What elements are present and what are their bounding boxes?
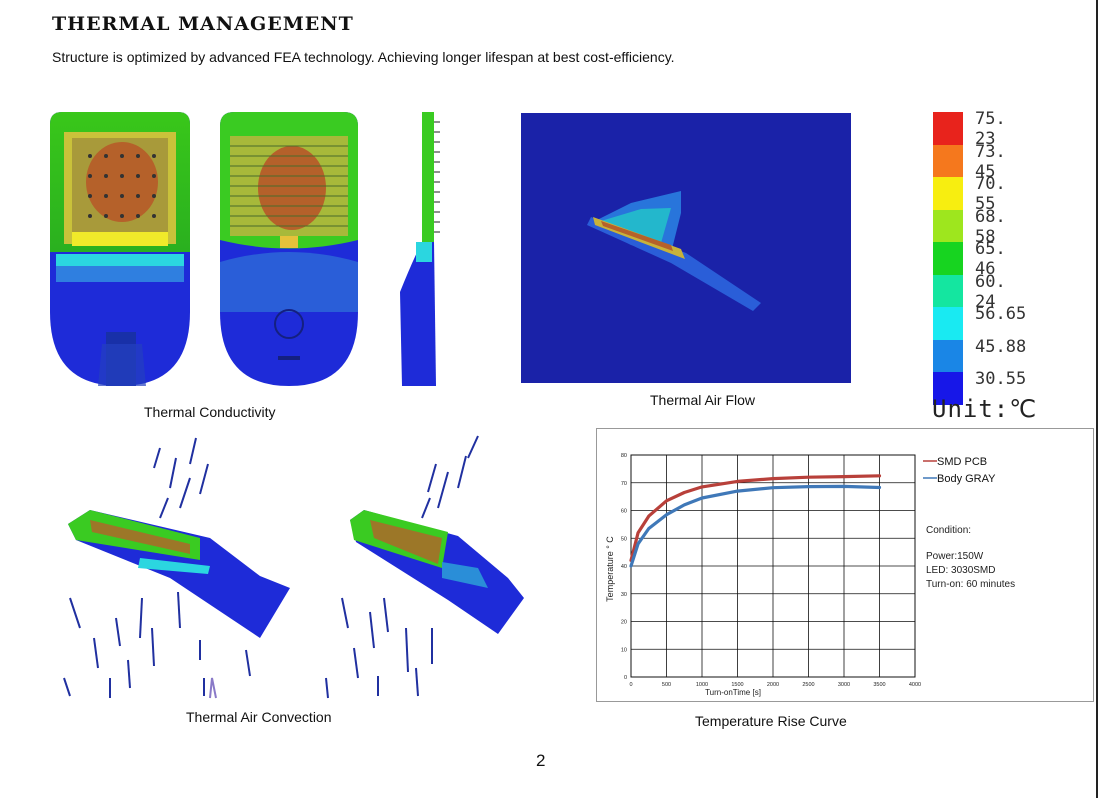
y-tick-label: 80 bbox=[621, 453, 627, 459]
x-tick-label: 3000 bbox=[838, 682, 850, 688]
condition-power: Power:150W bbox=[926, 551, 984, 562]
thermal-back-view-image bbox=[220, 112, 358, 386]
series-line-smd-pcb bbox=[629, 474, 882, 562]
caption-thermal-air-convection: Thermal Air Convection bbox=[186, 709, 332, 725]
x-tick-label: 1000 bbox=[696, 682, 708, 688]
legend-swatch bbox=[933, 274, 963, 307]
x-tick-label: 0 bbox=[629, 682, 632, 688]
temperature-rise-chart-frame: 0 500 1000 1500 2000 2500 3000 3500 4000 0 10 20 30 4… bbox=[596, 428, 1094, 702]
y-tick-label: 30 bbox=[621, 592, 627, 598]
y-tick-label: 60 bbox=[621, 509, 627, 515]
legend-swatch bbox=[933, 209, 963, 242]
x-tick-label: 500 bbox=[662, 682, 671, 688]
y-axis-label: Temperature ° C bbox=[605, 536, 615, 602]
legend-value: 45.88 bbox=[975, 336, 1027, 357]
legend-label-body: Body GRAY bbox=[937, 473, 996, 485]
caption-thermal-conductivity: Thermal Conductivity bbox=[144, 404, 276, 420]
x-tick-label: 1500 bbox=[731, 682, 743, 688]
caption-thermal-air-flow: Thermal Air Flow bbox=[650, 392, 756, 408]
legend-swatch bbox=[933, 242, 963, 275]
legend-value: 60. 24 bbox=[975, 271, 1006, 312]
x-axis-label: Turn-onTime [s] bbox=[705, 688, 761, 697]
y-tick-label: 0 bbox=[624, 675, 627, 681]
page-number: 2 bbox=[536, 751, 546, 770]
page-title: THERMAL MANAGEMENT bbox=[52, 13, 354, 35]
thermal-side-view-image bbox=[400, 112, 440, 386]
legend-swatch bbox=[933, 372, 963, 405]
y-tick-label: 50 bbox=[621, 536, 627, 542]
legend-swatch bbox=[933, 112, 963, 145]
thermal-convection-left-image bbox=[63, 437, 290, 699]
x-tick-label: 2000 bbox=[767, 682, 779, 688]
chart-series-layer bbox=[629, 474, 882, 568]
legend-value: 65. 46 bbox=[975, 239, 1006, 279]
thermal-convection-right-image bbox=[325, 435, 524, 699]
x-tick-label: 4000 bbox=[909, 682, 921, 688]
series-legend: SMD PCB Body GRAY bbox=[923, 456, 996, 485]
chart-ticks-layer: 0 500 1000 1500 2000 2500 3000 3500 4000 0 10 20 30 4… bbox=[621, 453, 921, 688]
page-subtitle: Structure is optimized by advanced FEA t… bbox=[52, 49, 675, 65]
y-tick-label: 10 bbox=[621, 647, 627, 653]
condition-turn-on: Turn-on: 60 minutes bbox=[926, 579, 1016, 590]
legend-swatch bbox=[933, 177, 963, 210]
y-tick-label: 70 bbox=[621, 481, 627, 487]
legend-value: 70. 55 bbox=[975, 174, 1006, 214]
temperature-rise-chart: 0 500 1000 1500 2000 2500 3000 3500 4000 0 10 20 30 4… bbox=[605, 453, 996, 697]
legend-swatch bbox=[933, 339, 963, 372]
legend-unit: Unit:℃ bbox=[932, 395, 1038, 423]
condition-led: LED: 3030SMD bbox=[926, 565, 996, 576]
legend-label-smd: SMD PCB bbox=[937, 456, 987, 468]
y-tick-label: 40 bbox=[621, 564, 627, 570]
legend-value: 30.55 bbox=[975, 369, 1027, 389]
x-tick-label: 3500 bbox=[873, 682, 885, 688]
legend-value: 68. 58 bbox=[975, 206, 1006, 247]
y-tick-label: 20 bbox=[621, 620, 627, 626]
legend-value: 56.65 bbox=[975, 304, 1027, 324]
legend-swatch bbox=[933, 144, 963, 177]
caption-temperature-rise-curve: Temperature Rise Curve bbox=[695, 713, 847, 729]
thermal-front-view-image bbox=[50, 112, 190, 386]
legend-value: 73. 45 bbox=[975, 141, 1006, 182]
thermal-air-flow-image bbox=[521, 113, 851, 383]
x-tick-label: 2500 bbox=[802, 682, 814, 688]
legend-swatch bbox=[933, 307, 963, 340]
condition-heading: Condition: bbox=[926, 525, 972, 536]
legend-value: 75. 23 bbox=[975, 109, 1006, 149]
page-border bbox=[1096, 0, 1098, 798]
series-line-body-gray bbox=[629, 484, 882, 568]
